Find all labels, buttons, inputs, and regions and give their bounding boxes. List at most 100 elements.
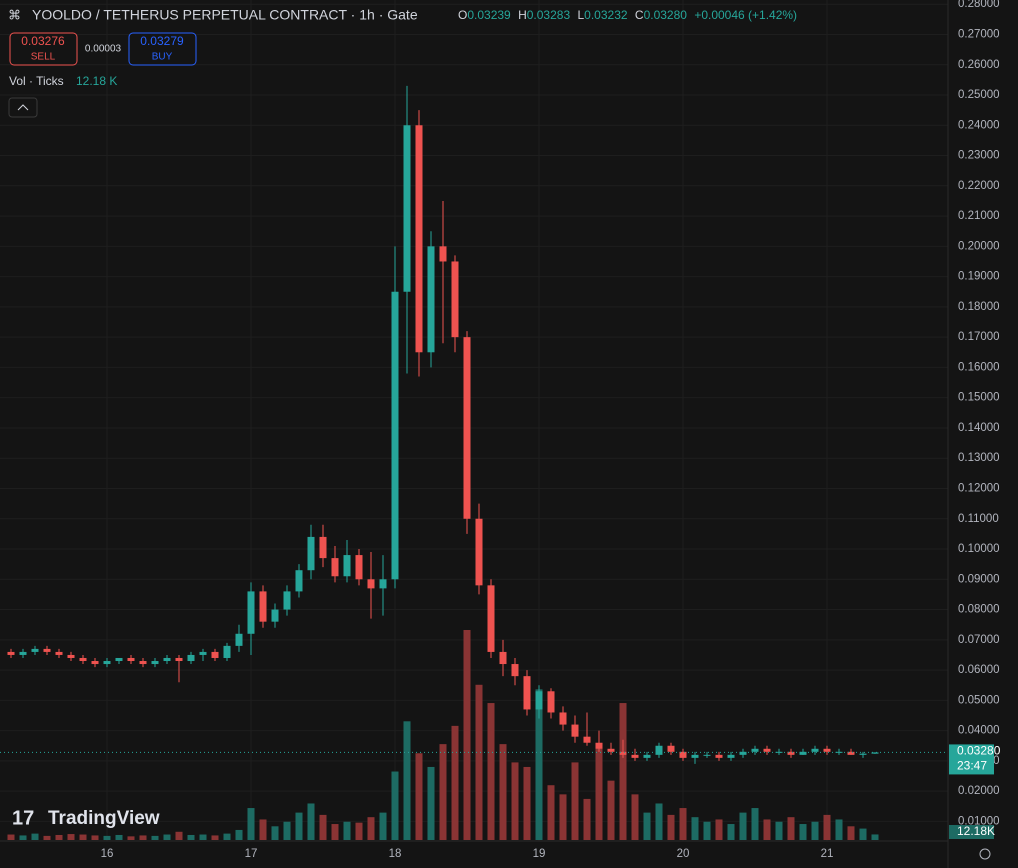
- volume-bar: [91, 835, 99, 840]
- sell-label[interactable]: SELL: [31, 52, 56, 63]
- y-tick-label: 0.16000: [958, 361, 1000, 373]
- volume-bar: [307, 803, 315, 840]
- volume-bar: [139, 835, 147, 840]
- grid: [0, 0, 948, 841]
- candle-body: [499, 651, 507, 665]
- candle-body: [751, 748, 759, 752]
- volume-bar: [859, 828, 867, 840]
- volume-bar: [487, 703, 495, 840]
- candle-body: [631, 754, 639, 758]
- candle-body: [151, 661, 159, 665]
- candle-body: [787, 751, 795, 755]
- candle-body: [91, 661, 99, 665]
- candle-body: [475, 518, 483, 586]
- change: +0.00046 (+1.42%): [694, 8, 797, 22]
- y-tick-label: 0.24000: [958, 119, 1000, 131]
- y-tick-label: 0.23000: [958, 150, 1000, 162]
- y-tick-label: 0.28000: [958, 0, 1000, 10]
- volume-bar: [715, 819, 723, 840]
- buy-price[interactable]: 0.03279: [140, 34, 184, 48]
- logo-text: TradingView: [48, 808, 160, 829]
- symbol-icon: ⌘: [8, 7, 21, 22]
- candle-body: [547, 691, 555, 713]
- volume-bar: [283, 821, 291, 840]
- price-tag: 0.03280 23:47: [949, 744, 1001, 775]
- volume-bar: [823, 814, 831, 840]
- ohlc-value: 0.03239: [467, 8, 511, 22]
- candle-body: [535, 691, 543, 710]
- candle-body: [79, 657, 87, 662]
- ohlc-value: 0.03283: [527, 8, 571, 22]
- volume-bar: [559, 794, 567, 840]
- candle-body: [619, 751, 627, 755]
- collapse-icon[interactable]: [17, 104, 29, 111]
- buy-box[interactable]: [128, 32, 197, 66]
- volume-bar: [79, 834, 87, 840]
- volume-bar: [463, 630, 471, 840]
- volume-bar: [331, 824, 339, 840]
- volume-bar: [115, 834, 123, 840]
- volume-bar: [739, 812, 747, 840]
- volume-bar: [175, 831, 183, 840]
- candle-body: [667, 745, 675, 752]
- volume-bar: [523, 766, 531, 840]
- volume-bar: [547, 785, 555, 840]
- volume-bar: [799, 824, 807, 840]
- y-tick-label: 0.05000: [958, 694, 1000, 706]
- candle-body: [367, 579, 375, 589]
- volume-bar: [403, 721, 411, 840]
- volume-bar: [631, 794, 639, 840]
- candle-body: [115, 657, 123, 662]
- symbol-title[interactable]: YOOLDO / TETHERUS PERPETUAL CONTRACT · 1…: [32, 7, 418, 23]
- ohlc-value: 0.03232: [584, 8, 628, 22]
- volume-bar: [583, 798, 591, 840]
- volume-bar: [235, 829, 243, 840]
- candle-body: [847, 751, 855, 755]
- ohlc-key: O: [458, 8, 467, 22]
- volume-bar: [163, 834, 171, 840]
- volume-bar: [655, 803, 663, 840]
- volume-bar: [667, 814, 675, 840]
- collapse-button[interactable]: [8, 97, 38, 118]
- volume-bar: [451, 725, 459, 840]
- candle-body: [247, 591, 255, 634]
- volume-bar: [727, 824, 735, 840]
- volume-bar: [511, 762, 519, 840]
- candle-body: [439, 246, 447, 262]
- volume-bar: [763, 819, 771, 840]
- sell-box[interactable]: [9, 32, 78, 66]
- buy-label[interactable]: BUY: [152, 52, 173, 63]
- sell-price[interactable]: 0.03276: [21, 34, 65, 48]
- volume-bar: [787, 817, 795, 840]
- y-tick-label: 0.10000: [958, 543, 1000, 555]
- x-tick-label: 20: [677, 848, 690, 860]
- y-tick-label: 0.15000: [958, 392, 1000, 404]
- y-tick-label: 0.04000: [958, 725, 1000, 737]
- y-tick-label: 0.09000: [958, 573, 1000, 585]
- y-tick-label: 0.20000: [958, 240, 1000, 252]
- volume-bar: [439, 744, 447, 840]
- volume-tag-box: [949, 825, 994, 839]
- candle-body: [175, 657, 183, 662]
- candle-body: [823, 748, 831, 752]
- ohlc-value: 0.03280: [644, 8, 688, 22]
- candle-body: [643, 754, 651, 758]
- y-tick-label: 0.25000: [958, 89, 1000, 101]
- candle-body: [343, 555, 351, 577]
- candle-body: [43, 648, 51, 652]
- price-tag-countdown: 23:47: [957, 759, 987, 773]
- candle-body: [595, 742, 603, 749]
- candle-body: [331, 558, 339, 577]
- sell-button[interactable]: 0.03276 SELL: [9, 32, 78, 66]
- candle-body: [607, 748, 615, 752]
- volume-bar: [259, 819, 267, 840]
- candle-body: [739, 751, 747, 755]
- candle-body: [691, 754, 699, 758]
- candle-body: [703, 754, 711, 756]
- settings-icon[interactable]: [979, 848, 991, 860]
- candle-body: [655, 745, 663, 755]
- volume-bar: [55, 834, 63, 840]
- candle-body: [583, 736, 591, 743]
- buy-button[interactable]: 0.03279 BUY: [128, 32, 197, 66]
